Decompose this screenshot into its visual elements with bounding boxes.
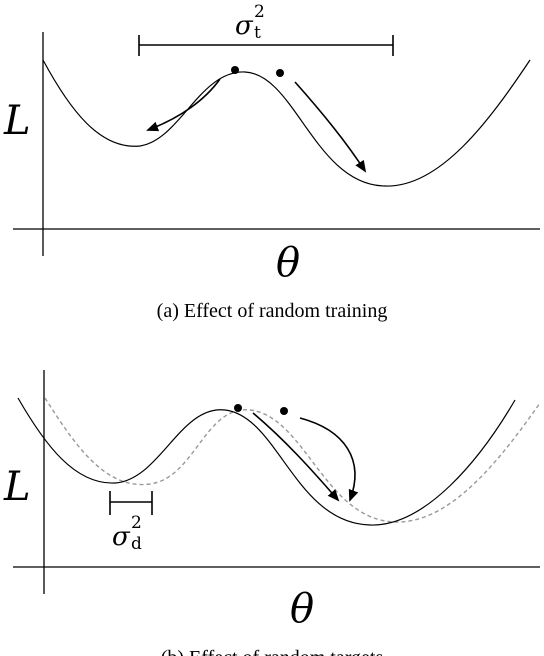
panel-b-point-right — [280, 407, 288, 415]
panel-a-sigma-superscript: 2 — [254, 2, 265, 22]
panel-a-sigma-subscript: t — [254, 23, 261, 43]
panel-a-point-left — [231, 66, 239, 74]
panel-a-caption: (a) Effect of random training — [157, 300, 388, 322]
panel-a-y-label: L — [3, 98, 31, 144]
panel-b-point-left — [234, 404, 242, 412]
panel-a-sigma-symbol: σ — [235, 11, 254, 41]
panel-b-shifted-loss-curve — [44, 397, 541, 523]
panel-b-arrow-left — [252, 412, 340, 502]
panel-a: σ 2 t L θ (a) Effect of random training — [3, 2, 540, 322]
panel-b-x-label: θ — [290, 586, 314, 632]
panel-a-sigma-bracket — [138, 35, 394, 56]
panel-b-sigma-symbol: σ — [112, 522, 131, 552]
panel-a-arrow-left — [146, 78, 221, 132]
panel-b-loss-curve — [17, 397, 516, 526]
panel-a-loss-curve — [42, 59, 531, 187]
panel-b-sigma-bracket — [109, 491, 153, 515]
panel-b: σ 2 d L θ (b) Effect of random targets — [3, 370, 541, 656]
panel-b-y-label: L — [3, 464, 31, 510]
panel-b-arrow-right — [299, 417, 359, 502]
panel-a-point-right — [276, 69, 284, 77]
panel-b-caption: (b) Effect of random targets — [161, 647, 384, 656]
panel-b-sigma-subscript: d — [131, 534, 142, 554]
panel-a-arrow-right — [294, 81, 367, 173]
panel-b-sigma-superscript: 2 — [131, 513, 142, 533]
panel-a-x-label: θ — [276, 240, 300, 286]
